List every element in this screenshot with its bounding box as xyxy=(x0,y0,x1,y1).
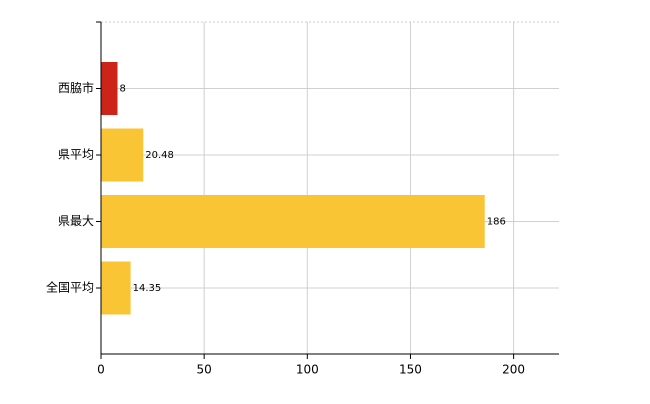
value-label: 186 xyxy=(487,217,506,228)
x-tick-label: 50 xyxy=(197,363,212,377)
bar xyxy=(101,128,144,182)
y-tick-label: 全国平均 xyxy=(46,280,94,295)
bar xyxy=(101,195,485,248)
y-tick-label: 県最大 xyxy=(58,214,94,228)
value-label: 20.48 xyxy=(145,150,174,161)
y-tick-label: 県平均 xyxy=(58,148,94,162)
x-tick-label: 100 xyxy=(296,363,319,377)
bar xyxy=(101,261,131,315)
value-label: 14.35 xyxy=(133,283,162,294)
x-tick-label: 200 xyxy=(502,363,525,377)
value-label: 8 xyxy=(120,84,126,95)
x-tick-label: 150 xyxy=(399,363,422,377)
bar xyxy=(101,62,118,115)
y-tick-label: 西脇市 xyxy=(58,80,94,95)
x-tick-label: 0 xyxy=(97,363,105,377)
